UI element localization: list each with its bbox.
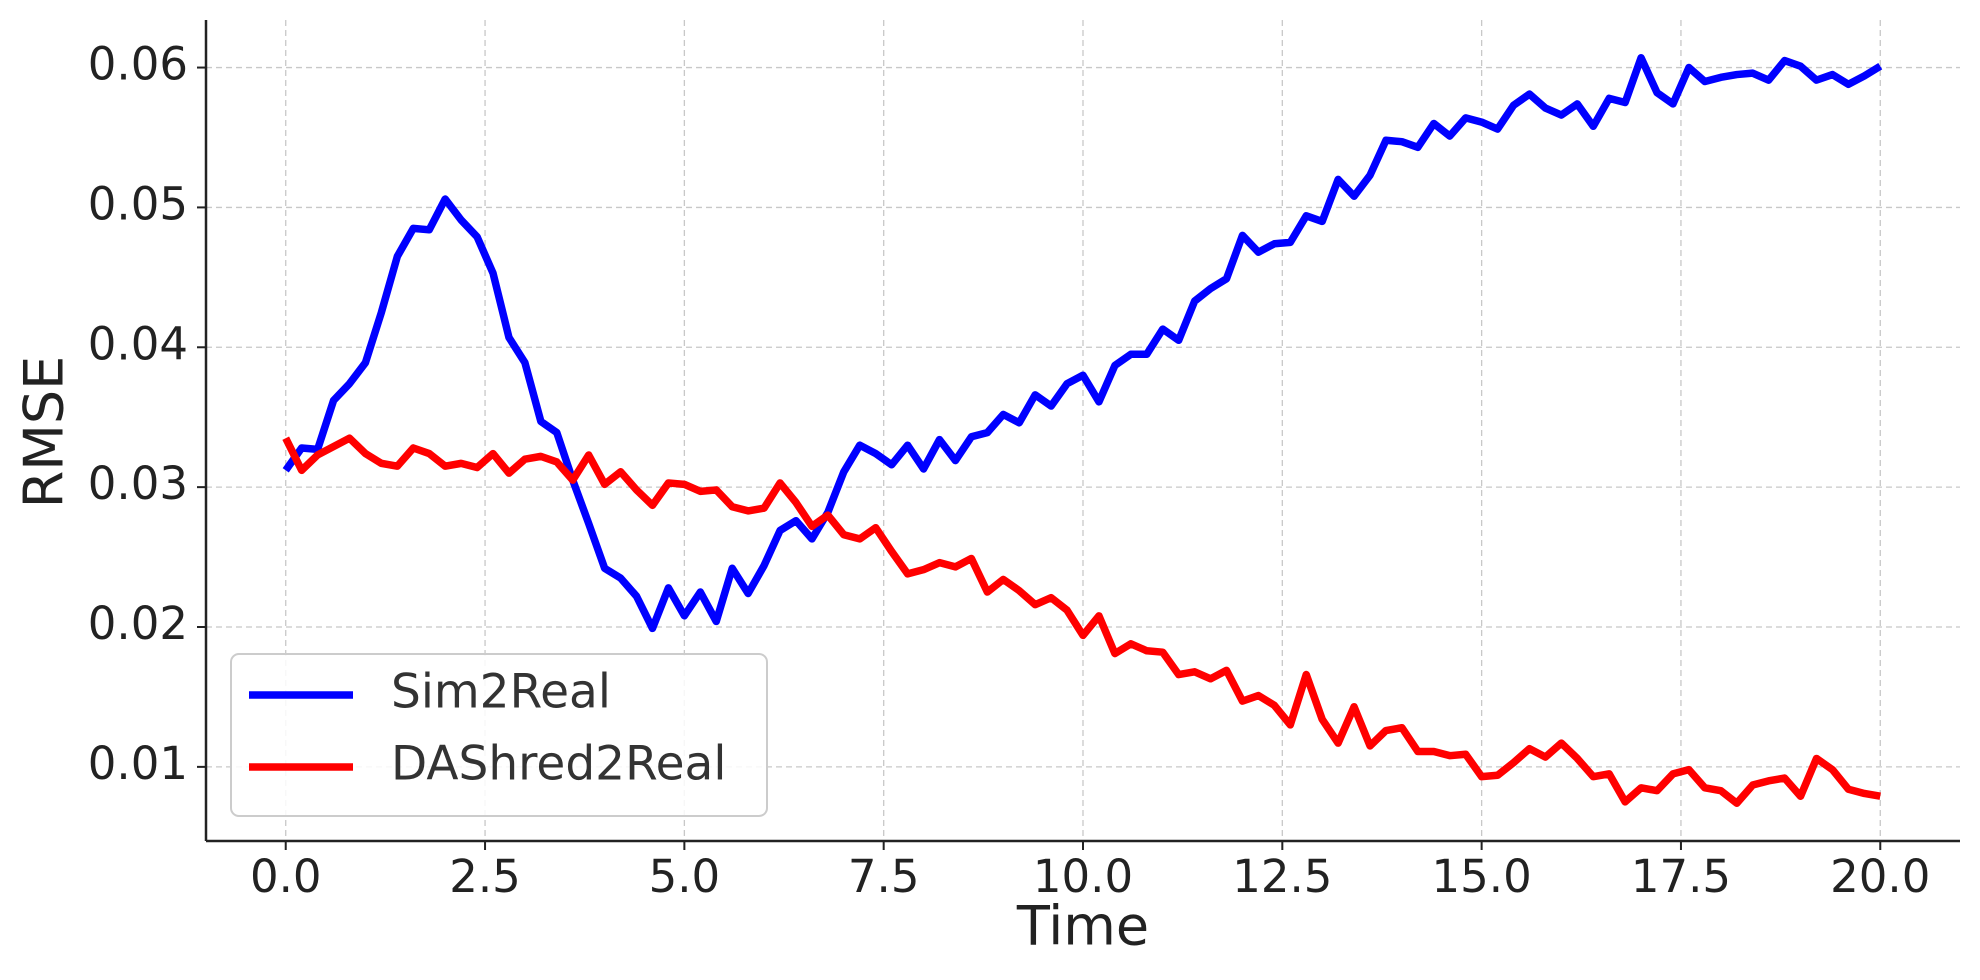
legend-label: DAShred2Real [391, 737, 726, 792]
y-tick-label: 0.03 [88, 457, 188, 510]
y-tick-label: 0.05 [88, 177, 188, 230]
x-tick-label: 5.0 [649, 850, 721, 903]
y-tick-label: 0.02 [88, 597, 188, 650]
y-tick-label: 0.01 [88, 737, 188, 790]
x-tick-label: 20.0 [1830, 850, 1930, 903]
x-axis-label: Time [1016, 895, 1149, 958]
x-tick-label: 2.5 [449, 850, 521, 903]
x-tick-label: 17.5 [1631, 850, 1731, 903]
x-tick-label: 0.0 [250, 850, 322, 903]
x-tick-label: 7.5 [848, 850, 920, 903]
x-tick-label: 10.0 [1033, 850, 1133, 903]
legend-label: Sim2Real [391, 665, 611, 720]
y-tick-label: 0.04 [88, 317, 188, 370]
y-axis-label: RMSE [13, 356, 76, 509]
line-series [282, 434, 1881, 807]
line-series [282, 54, 1883, 633]
x-tick-label: 12.5 [1232, 850, 1332, 903]
x-tick-label: 15.0 [1432, 850, 1532, 903]
legend-box [230, 653, 768, 817]
y-tick-label: 0.06 [88, 38, 188, 91]
